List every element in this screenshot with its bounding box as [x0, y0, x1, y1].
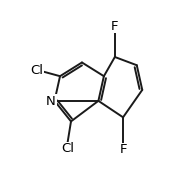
Text: Cl: Cl — [31, 64, 44, 77]
Text: F: F — [111, 20, 119, 33]
Text: N: N — [46, 95, 56, 108]
Text: Cl: Cl — [61, 142, 74, 155]
Text: F: F — [119, 143, 127, 156]
